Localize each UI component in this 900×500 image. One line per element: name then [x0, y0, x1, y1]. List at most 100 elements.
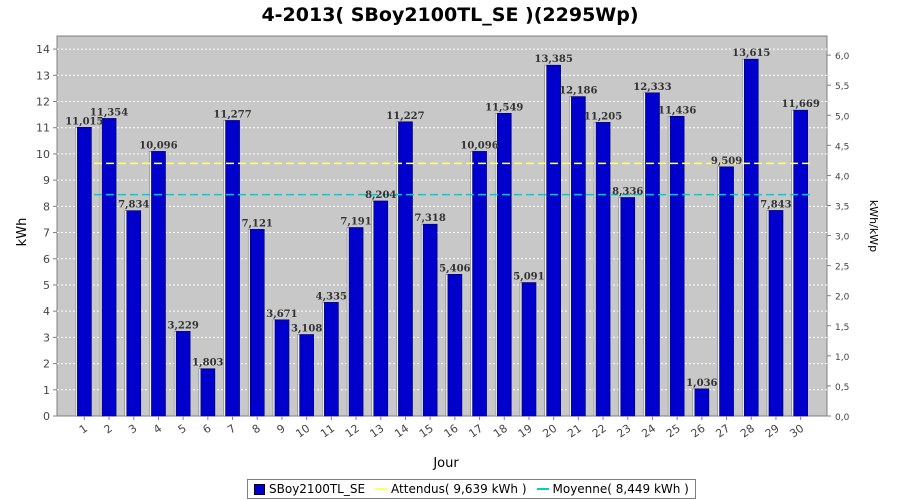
- bar-value-label: 4,335: [316, 291, 347, 302]
- y2-tick-label: 4,5: [835, 142, 849, 152]
- y-tick-label: 1: [43, 384, 50, 397]
- bar-value-label: 1,803: [192, 358, 223, 369]
- bar: [422, 223, 438, 417]
- bar: [645, 92, 660, 417]
- y2-tick-label: 2,0: [835, 293, 850, 303]
- bar-value-label: 3,671: [266, 309, 297, 320]
- y-axis-label: kWh: [15, 218, 30, 247]
- y2-tick-label: 3,0: [835, 233, 850, 243]
- y-tick-label: 14: [36, 43, 50, 56]
- x-tick-label: 17: [466, 422, 485, 441]
- bar: [793, 109, 808, 417]
- plot-area: [56, 35, 828, 417]
- bar-value-label: 13,385: [535, 54, 573, 65]
- x-tick-label: 25: [664, 422, 683, 441]
- y-tick-label: 10: [36, 148, 50, 161]
- legend-label-average: Moyenne( 8,449 kWh ): [552, 482, 689, 496]
- x-tick-label: 23: [615, 422, 634, 441]
- x-tick-label: 4: [151, 422, 164, 437]
- bar: [126, 210, 142, 417]
- legend: SBoy2100TL_SE Attendus( 9,639 kWh ) Moye…: [247, 479, 696, 499]
- bar-value-label: 11,436: [658, 105, 696, 116]
- bar: [274, 319, 290, 417]
- y2-tick-label: 1,0: [835, 353, 850, 363]
- bar: [595, 122, 611, 417]
- y-tick-label: 2: [43, 358, 50, 371]
- bar-value-label: 11,015: [65, 116, 103, 127]
- y2-tick-label: 4,0: [835, 172, 850, 182]
- x-tick-label: 28: [738, 422, 757, 441]
- bar: [348, 227, 364, 417]
- x-tick-label: 13: [368, 422, 387, 441]
- y-tick-label: 4: [43, 305, 50, 318]
- bar-value-label: 7,318: [414, 213, 445, 224]
- bar-value-label: 8,204: [365, 190, 396, 201]
- x-tick-label: 11: [318, 422, 337, 441]
- x-tick-label: 18: [491, 422, 510, 441]
- bar-value-label: 12,186: [559, 86, 597, 97]
- bar: [398, 121, 413, 417]
- bar-value-label: 5,091: [513, 272, 544, 283]
- y-tick-label: 9: [43, 174, 50, 187]
- bar: [175, 331, 191, 417]
- bar-value-label: 11,354: [90, 107, 128, 118]
- chart-title: 4-2013( SBoy2100TL_SE )(2295Wp): [261, 4, 639, 26]
- bars: [75, 58, 808, 417]
- bar: [299, 334, 314, 417]
- bar-value-label: 7,834: [118, 200, 149, 211]
- x-tick-label: 7: [225, 422, 238, 437]
- x-tick-label: 30: [787, 422, 806, 441]
- legend-item-expected: Attendus( 9,639 kWh ): [375, 482, 527, 496]
- x-tick-label: 19: [516, 422, 535, 441]
- x-tick-label: 6: [200, 422, 213, 437]
- y-axis-right: 0,0 0,5 1,0 1,5 2,0 2,5 3,0 3,5 4,0 4,5 5,0 5,5 6,0: [827, 52, 850, 423]
- x-tick-label: 20: [540, 422, 559, 441]
- bar: [373, 200, 389, 417]
- bar: [743, 58, 759, 417]
- x-tick-label: 12: [343, 422, 362, 441]
- x-tick-label: 3: [126, 422, 139, 437]
- y-tick-label: 8: [43, 200, 50, 213]
- y2-tick-label: 5,5: [835, 82, 849, 92]
- legend-item-average: Moyenne( 8,449 kWh ): [536, 482, 689, 496]
- x-tick-label: 22: [590, 422, 609, 441]
- x-tick-label: 29: [763, 422, 782, 441]
- x-tick-label: 26: [689, 422, 708, 441]
- bar: [151, 151, 166, 417]
- bar-value-label: 11,277: [213, 109, 251, 120]
- y2-tick-label: 6,0: [835, 52, 850, 62]
- legend-swatch-expected: [375, 488, 388, 490]
- y-tick-label: 5: [43, 279, 50, 292]
- legend-swatch-average: [536, 488, 549, 490]
- y2-tick-label: 1,5: [835, 323, 849, 333]
- y-tick-label: 12: [36, 96, 50, 109]
- bar: [225, 120, 240, 417]
- grid-lines: [57, 48, 827, 391]
- bar-value-label: 13,615: [732, 48, 770, 59]
- x-tick-label: 14: [392, 422, 411, 441]
- x-axis-label: Jour: [432, 456, 459, 471]
- bar: [768, 210, 784, 417]
- bar-value-label: 9,509: [711, 156, 742, 167]
- y2-tick-label: 0,0: [835, 413, 850, 423]
- bar: [200, 368, 216, 417]
- x-tick-label: 16: [442, 422, 461, 441]
- x-tick-label: 1: [77, 422, 90, 437]
- bar: [521, 282, 537, 417]
- bar-value-label: 7,843: [760, 199, 791, 210]
- bar: [249, 229, 265, 417]
- bar-value-label: 11,549: [485, 102, 523, 113]
- bar-value-label: 5,406: [439, 263, 470, 274]
- bar-value-label: 8,336: [612, 187, 643, 198]
- y-tick-label: 6: [43, 253, 50, 266]
- y2-axis-label: kWh/kWp: [867, 200, 880, 252]
- bar: [571, 96, 586, 417]
- y2-tick-label: 5,0: [835, 112, 850, 122]
- x-tick-label: 8: [250, 422, 263, 437]
- bar-value-label: 11,205: [584, 111, 622, 122]
- bar-value-label: 1,036: [686, 378, 717, 389]
- bar-value-label: 10,096: [139, 140, 177, 151]
